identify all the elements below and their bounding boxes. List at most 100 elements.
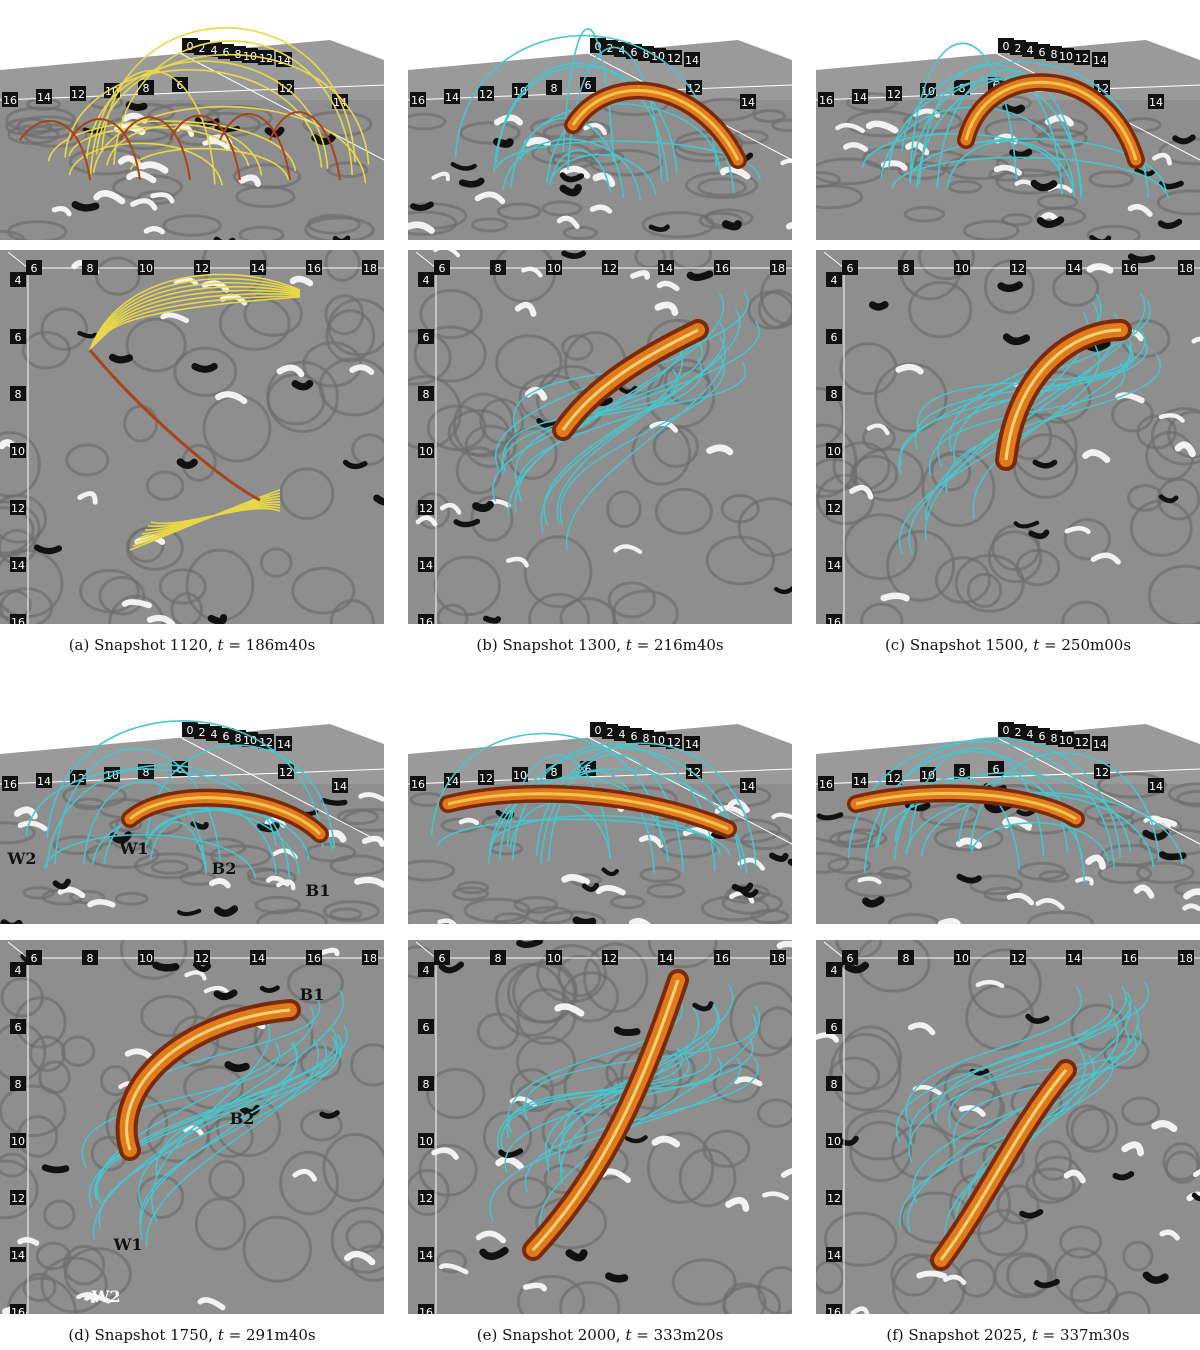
panel-e-t-var: t <box>625 1326 632 1344</box>
bright-point <box>495 1156 524 1171</box>
dark-lane <box>176 458 198 470</box>
bright-point <box>857 876 882 885</box>
bright-point <box>651 1135 681 1148</box>
granule-cell <box>838 1025 902 1091</box>
granule-cell <box>350 1043 384 1087</box>
top-x-tick-14-label: 14 <box>1067 262 1081 275</box>
granule-cell <box>419 289 483 340</box>
left-y-tick-16-box <box>826 614 842 624</box>
bright-point <box>1115 392 1145 404</box>
left-y-tick-4-box <box>418 962 434 977</box>
field-lines <box>47 27 370 186</box>
granule-cell <box>860 602 904 624</box>
field-line <box>936 69 1082 199</box>
dark-lane <box>862 896 885 908</box>
bright-point <box>76 1291 96 1304</box>
persp-tick-back-8-label: 8 <box>1051 48 1058 61</box>
flux-rope <box>552 319 709 441</box>
top-x-tick-10: 10 <box>138 260 154 275</box>
granule-cell <box>1059 1225 1103 1259</box>
top-x-tick-6-label: 6 <box>439 952 446 965</box>
panel-f-t-var: t <box>1031 1326 1038 1344</box>
persp-tick-back-12-label: 12 <box>667 736 681 749</box>
bright-point <box>197 1297 226 1311</box>
top-x-tick-12: 12 <box>1010 260 1026 275</box>
granule-cell <box>415 492 451 530</box>
left-y-tick-10-label: 10 <box>827 1135 841 1148</box>
dark-lane <box>498 1148 524 1159</box>
granule-cell <box>757 289 792 330</box>
granule-cell <box>1065 1104 1110 1150</box>
granule-cell <box>69 889 106 905</box>
granule-cell <box>1136 414 1177 450</box>
granule-cell <box>330 1206 384 1274</box>
granule-cell <box>1158 137 1200 166</box>
persp-tick-back-14-box <box>1092 52 1108 67</box>
granule-cell <box>433 555 502 617</box>
flux-rope-core <box>561 328 699 431</box>
field-line <box>539 1006 760 1233</box>
left-y-tick-6: 6 <box>10 1019 26 1034</box>
bright-point <box>1186 1191 1200 1202</box>
dark-lane <box>479 1246 509 1261</box>
granule-cell <box>962 219 1020 240</box>
granule-cell <box>1121 1096 1161 1126</box>
top-x-tick-18: 18 <box>770 260 786 275</box>
persp-tick-front-12: 12 <box>886 86 902 101</box>
persp-tick-right-12: 12 <box>1094 764 1110 779</box>
left-y-tick-12-label: 12 <box>827 1192 841 1205</box>
bright-point <box>84 1294 112 1304</box>
granule-cell <box>0 506 35 555</box>
axis-corner <box>823 941 845 959</box>
top-x-tick-14-box <box>250 950 266 965</box>
persp-tick-front-8: 8 <box>954 764 970 779</box>
left-y-tick-8-label: 8 <box>831 388 838 401</box>
top-x-tick-18-box <box>770 260 786 275</box>
top-x-tick-12-label: 12 <box>603 952 617 965</box>
persp-tick-front-12-box <box>70 86 86 101</box>
field-line <box>493 62 669 182</box>
bright-point <box>613 544 643 555</box>
left-y-tick-12-box <box>826 1190 842 1205</box>
bright-point <box>437 918 457 924</box>
granule-cell <box>324 250 361 282</box>
persp-tick-front-8: 8 <box>138 764 154 779</box>
top-x-tick-18-label: 18 <box>1179 262 1193 275</box>
bright-point <box>656 280 680 292</box>
bright-point <box>208 878 231 889</box>
persp-tick-front-10: 10 <box>104 767 120 782</box>
persp-tick-back-10-label: 10 <box>1059 734 1073 747</box>
flux-rope <box>115 999 301 1161</box>
persp-tick-front-8-label: 8 <box>143 82 150 95</box>
persp-tick-right-14: 14 <box>1148 94 1164 109</box>
granule-cell <box>969 874 1023 896</box>
dark-lane <box>1034 1278 1060 1289</box>
left-y-tick-4: 4 <box>10 272 26 287</box>
granule-cell <box>827 856 872 875</box>
persp-tick-front-6-label: 6 <box>993 763 1000 776</box>
bright-point <box>595 885 626 896</box>
panel-b-snapshot: Snapshot 1300, <box>502 636 622 654</box>
granule-cell <box>928 1069 1003 1140</box>
top-x-tick-18-label: 18 <box>363 262 377 275</box>
top-x-tick-16-box <box>714 260 730 275</box>
persp-tick-front-14: 14 <box>36 773 52 788</box>
granule-cell <box>849 1120 912 1183</box>
top-x-tick-16-label: 16 <box>307 952 321 965</box>
bright-point <box>720 166 751 180</box>
granule-cell <box>646 882 686 899</box>
top-x-tick-8-label: 8 <box>87 952 94 965</box>
persp-tick-back-14: 14 <box>1092 52 1108 67</box>
granule-cell <box>4 117 53 136</box>
persp-tick-right-14-label: 14 <box>741 96 755 109</box>
field-line <box>54 747 223 875</box>
top-x-tick-8-label: 8 <box>903 952 910 965</box>
left-y-tick-12-box <box>10 500 26 515</box>
field-line <box>502 138 642 200</box>
granule-cell <box>108 594 165 624</box>
field-line <box>143 809 310 861</box>
bright-point <box>1159 1229 1180 1241</box>
top-x-tick-16-label: 16 <box>715 262 729 275</box>
granule-cell <box>140 994 198 1038</box>
top-x-tick-18-box <box>1178 260 1194 275</box>
